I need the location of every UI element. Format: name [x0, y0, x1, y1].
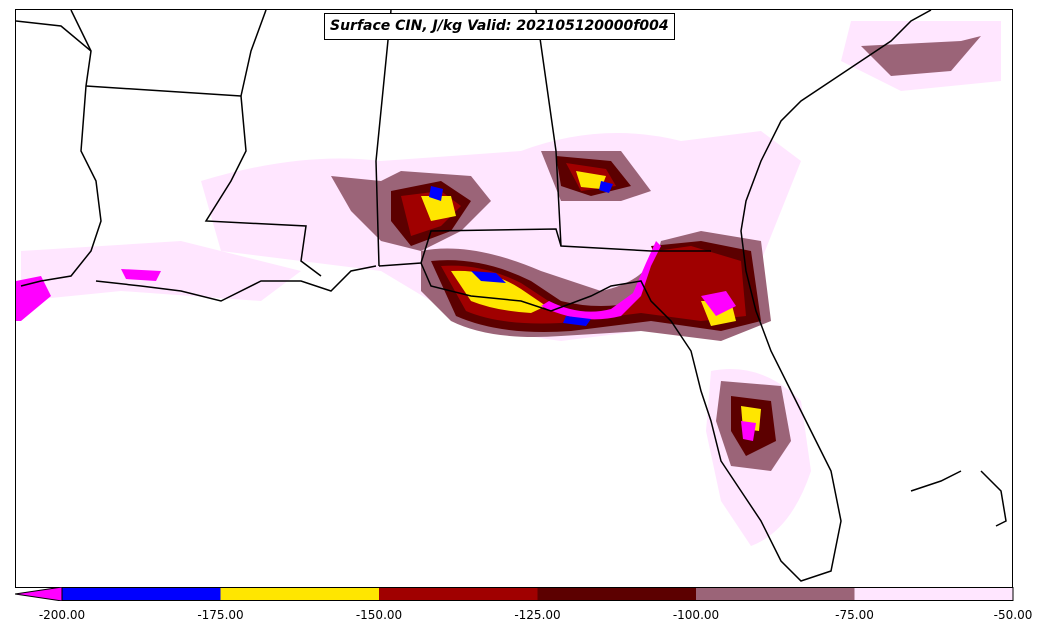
map-canvas	[16, 10, 1007, 582]
colorbar-bin	[220, 587, 379, 601]
colorbar-bin	[854, 587, 1013, 601]
colorbar-bin	[379, 587, 538, 601]
colorbar-tick-label: -100.00	[672, 608, 720, 622]
colorbar-bin	[62, 587, 221, 601]
colorbar	[15, 587, 1014, 601]
colorbar-extend-triangle	[15, 587, 63, 601]
colorbar-tick-label: -150.00	[355, 608, 403, 622]
map-panel	[15, 9, 1013, 588]
colorbar-bin	[696, 587, 855, 601]
cin-shading	[16, 21, 1001, 546]
map-outlines	[16, 10, 1007, 582]
colorbar-tick-label: -125.00	[514, 608, 561, 622]
colorbar-tick-label: -50.00	[993, 608, 1033, 622]
colorbar-bin	[537, 587, 696, 601]
colorbar-tick-label: -175.00	[197, 608, 244, 622]
colorbar-tick-label: -75.00	[835, 608, 874, 622]
colorbar-outline	[61, 587, 1014, 601]
map-title: Surface CIN, J/kg Valid: 202105120000f00…	[324, 13, 675, 40]
colorbar-tick-label: -200.00	[38, 608, 86, 622]
